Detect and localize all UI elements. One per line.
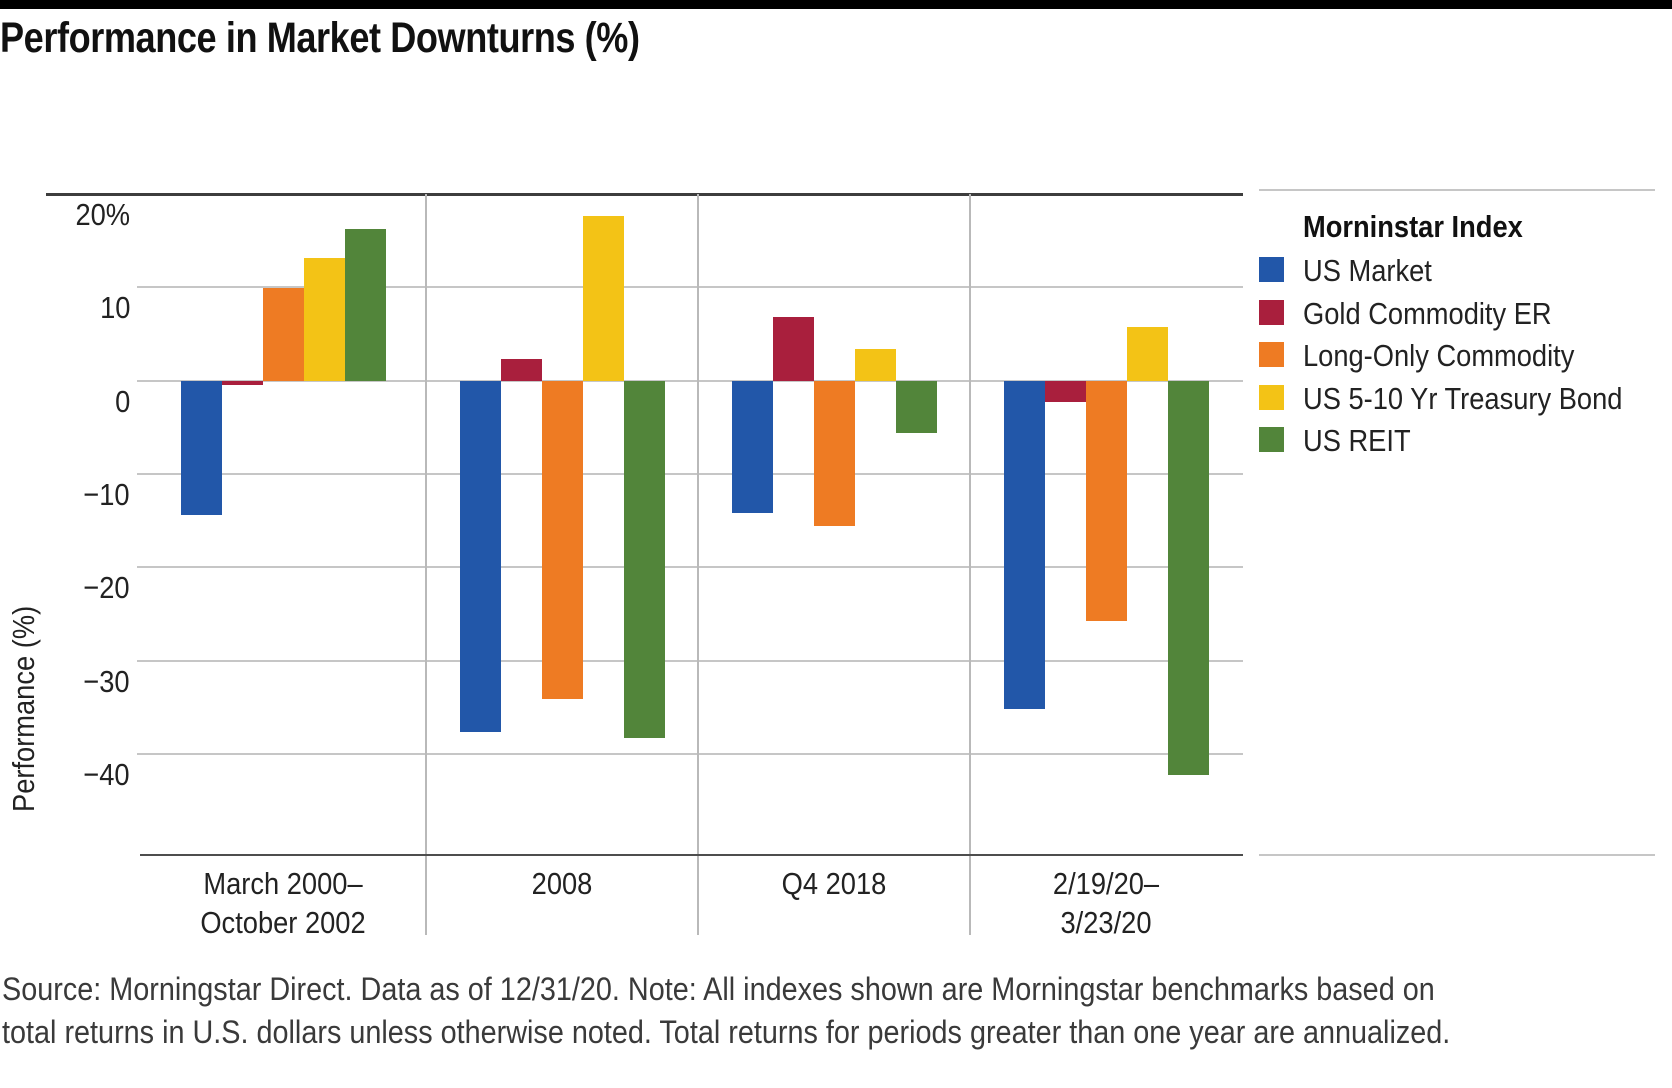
plot-top-border: [46, 193, 1243, 197]
legend: Morninstar Index US Market Gold Commodity…: [1259, 189, 1655, 857]
legend-swatch-us-5-10-yr-treasury-bond: [1259, 384, 1284, 410]
bar-us-market-q4-2018: [731, 380, 773, 514]
legend-label-long-only-commodity: Long-Only Commodity: [1303, 338, 1575, 373]
panel-separator-1: [425, 194, 427, 935]
x-axis-label-q4-2018: Q4 2018: [781, 866, 887, 901]
bar-us-reit-q4-2018: [895, 380, 937, 433]
y-tick-label--20: −20: [83, 570, 130, 606]
bar-us-market-march-2000-october-2002: [180, 380, 222, 516]
y-tick-label-20: 20%: [75, 197, 130, 233]
gridline-y--10: [137, 473, 1243, 476]
x-axis-label-2-19-20-3-23-20: 2/19/20– 3/23/20: [1052, 866, 1160, 940]
legend-swatch-long-only-commodity: [1259, 342, 1284, 367]
page-title: Performance in Market Downturns (%): [0, 14, 640, 62]
y-tick-label-10: 10: [99, 290, 130, 326]
legend-swatch-us-market: [1259, 257, 1284, 282]
bar-us-market-2-19-20-3-23-20: [1003, 380, 1045, 710]
gridline-y-10: [137, 286, 1243, 289]
gridline-y--20: [137, 566, 1243, 569]
footer-note-line-1: Source: Morningstar Direct. Data as of 1…: [2, 971, 1435, 1007]
bar-us-reit-march-2000-october-2002: [344, 228, 386, 381]
bar-long-only-commodity-2-19-20-3-23-20: [1085, 380, 1127, 622]
y-tick-label--30: −30: [83, 663, 130, 699]
y-tick-label-0: 0: [114, 383, 130, 419]
bar-long-only-commodity-march-2000-october-2002: [262, 288, 304, 381]
y-tick-label--40: −40: [83, 757, 130, 793]
legend-top-rule: [1259, 189, 1655, 191]
bar-gold-commodity-er-march-2000-october-2002: [221, 380, 263, 386]
bar-gold-commodity-er-2-19-20-3-23-20: [1044, 380, 1086, 403]
bar-us-5-10-yr-treasury-bond-2-19-20-3-23-20: [1126, 326, 1168, 381]
legend-swatch-us-reit: [1259, 427, 1284, 452]
x-axis-line: [140, 854, 1243, 856]
bar-us-reit-2-19-20-3-23-20: [1167, 380, 1209, 776]
legend-bottom-rule: [1259, 854, 1655, 856]
top-rule: [0, 0, 1672, 9]
gridline-y-0: [137, 379, 1243, 382]
bar-us-5-10-yr-treasury-bond-q4-2018: [854, 348, 896, 381]
legend-label-gold-commodity-er: Gold Commodity ER: [1303, 295, 1552, 331]
bar-us-5-10-yr-treasury-bond-2008: [582, 215, 624, 381]
x-axis-label-march-2000-october-2002: March 2000– October 2002: [200, 866, 366, 940]
bar-us-market-2008: [459, 380, 501, 732]
bar-us-5-10-yr-treasury-bond-march-2000-october-2002: [303, 257, 345, 381]
bar-us-reit-2008: [623, 380, 665, 739]
footer-note-line-2: total returns in U.S. dollars unless oth…: [2, 1014, 1451, 1050]
legend-label-us-5-10-yr-treasury-bond: US 5-10 Yr Treasury Bond: [1303, 380, 1623, 416]
bar-gold-commodity-er-2008: [500, 359, 542, 381]
y-tick-label--10: −10: [83, 477, 130, 513]
x-axis-label-2008: 2008: [531, 866, 593, 901]
bar-gold-commodity-er-q4-2018: [772, 317, 814, 381]
legend-title: Morninstar Index: [1303, 209, 1523, 244]
legend-label-us-market: US Market: [1303, 253, 1432, 288]
panel-separator-2: [697, 194, 699, 935]
legend-swatch-gold-commodity-er: [1259, 299, 1284, 325]
legend-label-us-reit: US REIT: [1303, 423, 1411, 458]
bar-long-only-commodity-q4-2018: [813, 380, 855, 527]
panel-separator-3: [969, 194, 971, 935]
gridline-y--40: [137, 753, 1243, 756]
bar-long-only-commodity-2008: [541, 380, 583, 699]
gridline-y--30: [137, 659, 1243, 662]
